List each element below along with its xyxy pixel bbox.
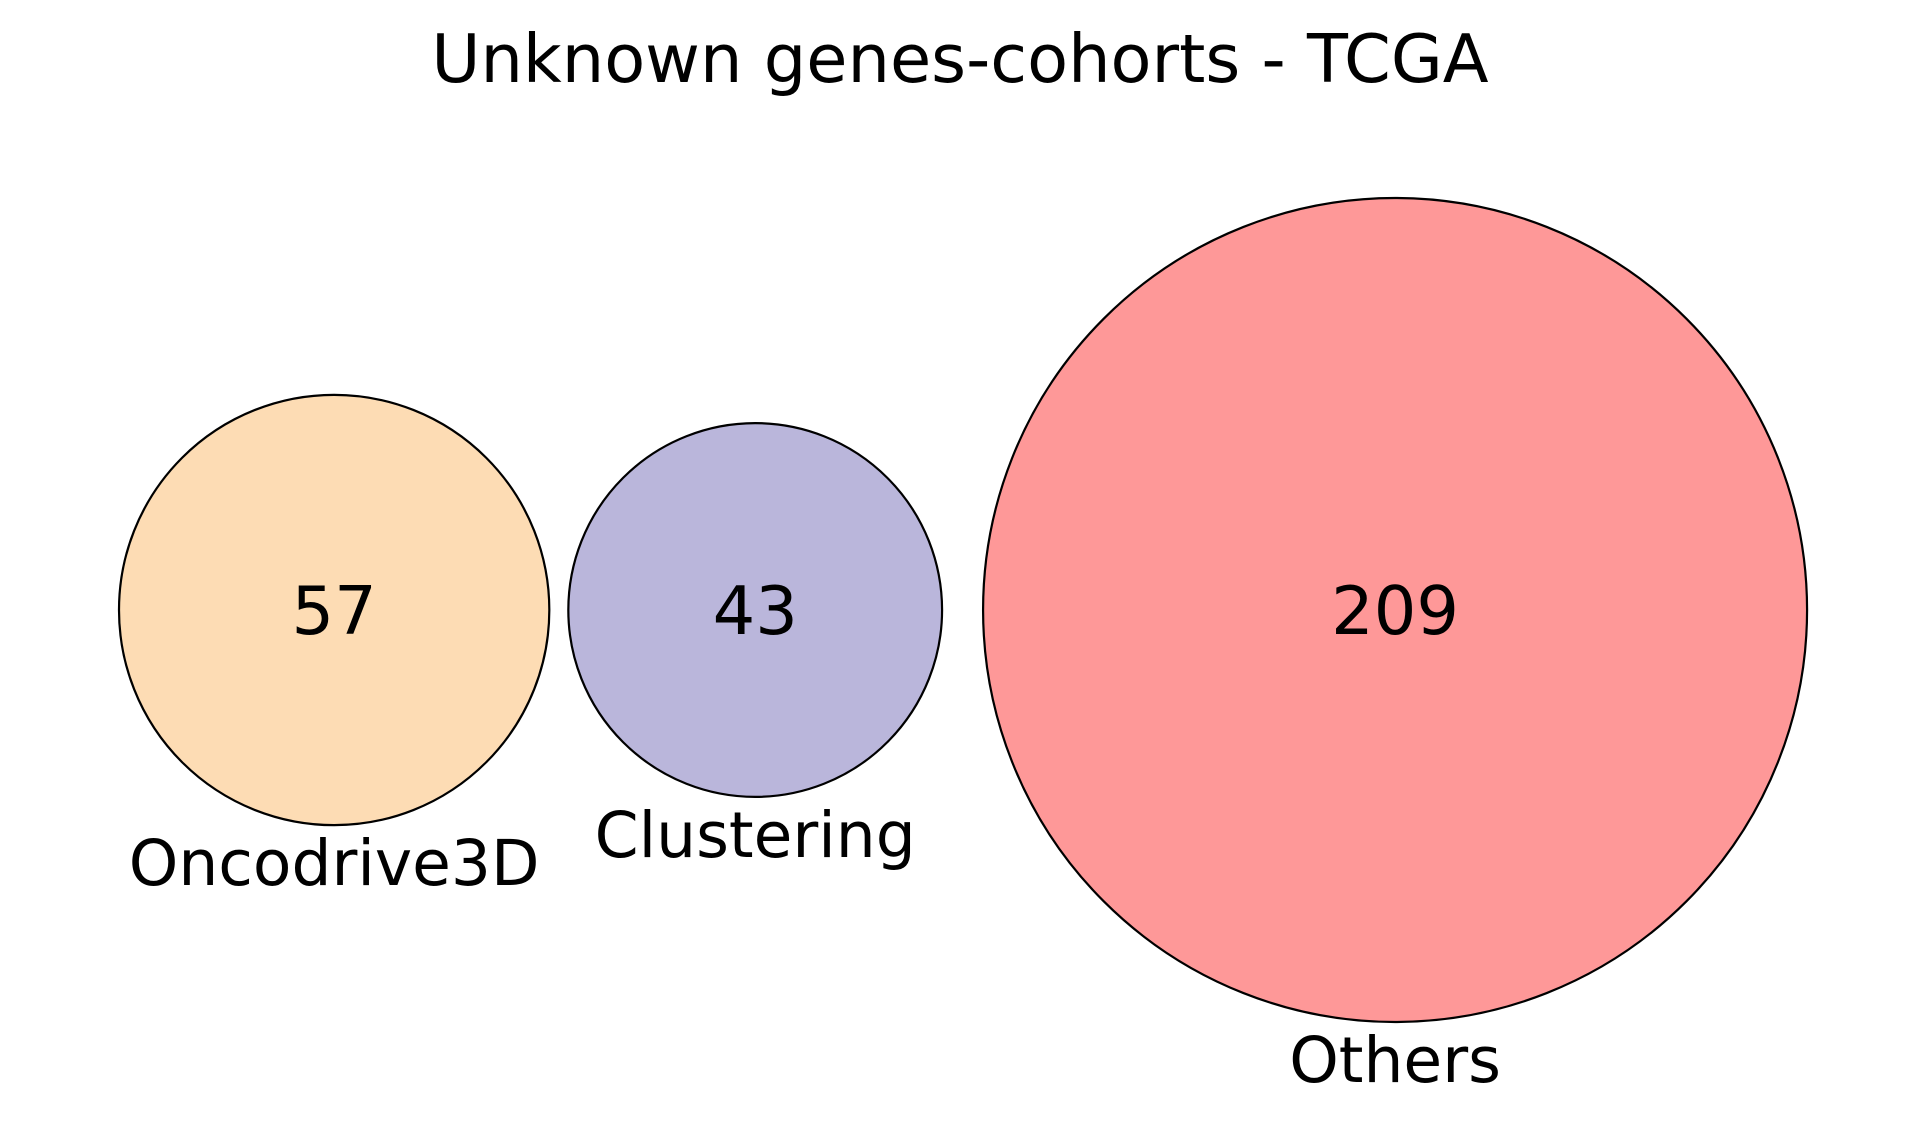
venn-sets: 57 Oncodrive3D 43 Clustering 209 Others (117, 196, 1809, 1097)
venn-label-others: Others (1289, 1024, 1501, 1097)
venn-count-others: 209 (1331, 572, 1459, 650)
venn-count-clustering: 43 (713, 572, 798, 650)
venn-circle-clustering (567, 422, 944, 798)
venn-label-clustering: Clustering (595, 799, 916, 872)
venn-set-oncodrive3d: 57 Oncodrive3D (117, 393, 551, 900)
chart-title: Unknown genes-cohorts - TCGA (431, 20, 1488, 98)
venn-circle-oncodrive3d (117, 393, 551, 827)
venn-label-oncodrive3d: Oncodrive3D (129, 827, 540, 900)
venn-set-others: 209 Others (981, 196, 1809, 1097)
venn-set-clustering: 43 Clustering (567, 422, 944, 872)
venn-count-oncodrive3d: 57 (292, 572, 377, 650)
venn-circle-others (981, 196, 1809, 1024)
